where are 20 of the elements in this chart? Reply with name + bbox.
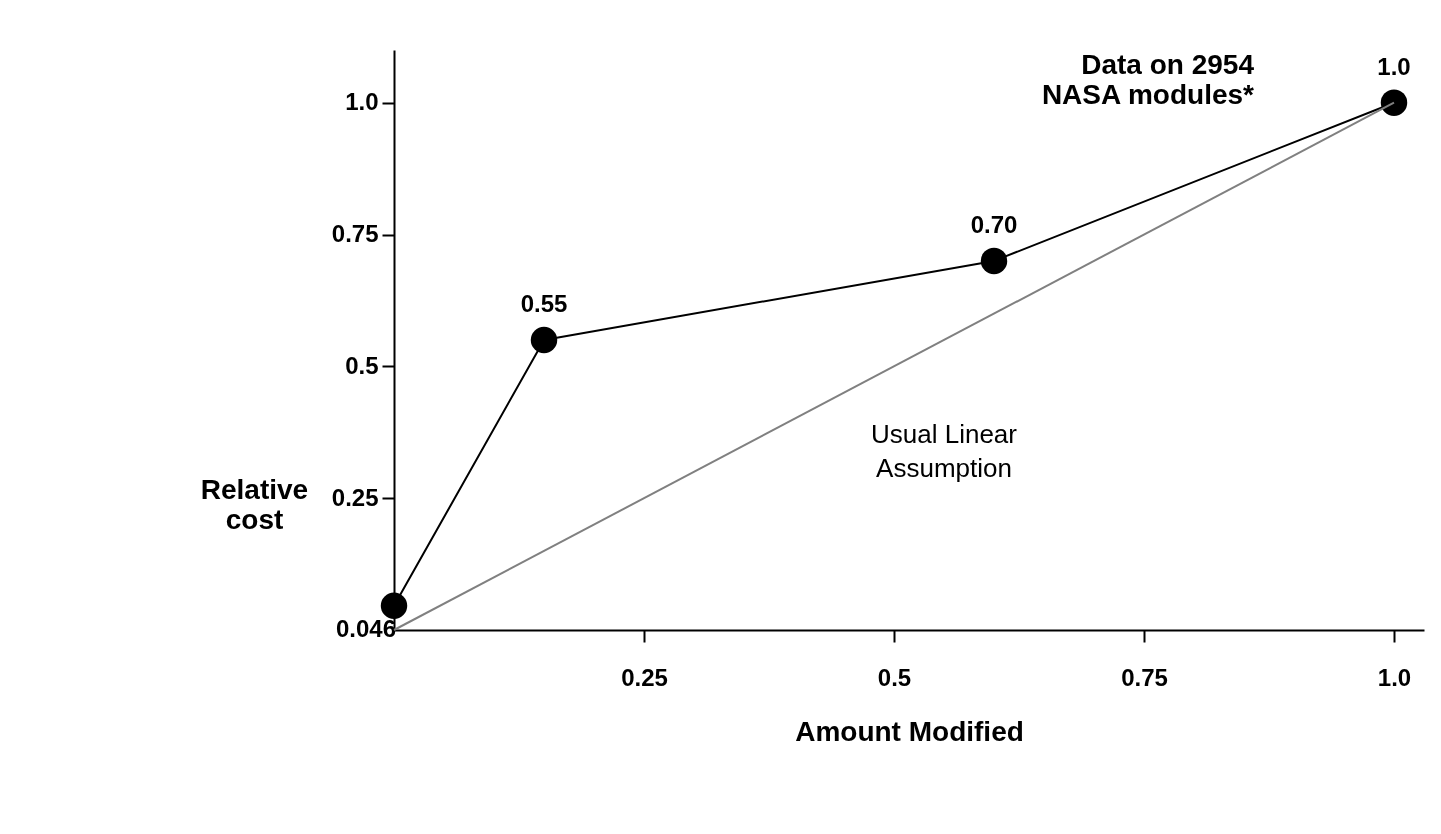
y-tick-label: 0.5 [345, 351, 379, 379]
point [530, 326, 558, 354]
x-axis-title: Amount Modified [795, 715, 1024, 747]
y-tick-label: 0.25 [331, 483, 379, 511]
x-tick-label: 0.75 [1121, 663, 1168, 691]
data-label: 0.55 [520, 290, 568, 317]
data-label: 0.70 [970, 210, 1018, 238]
point [1380, 89, 1408, 116]
y-tick-label: 1.0 [345, 88, 379, 116]
point [380, 592, 408, 619]
data-label: 0.046 [335, 614, 397, 642]
text: Data on 2954 NASA modules* [1041, 49, 1255, 110]
x-tick-label: 0.5 [877, 663, 912, 691]
point [980, 247, 1008, 275]
x-tick-label: 1.0 [1377, 663, 1412, 691]
data-label: 1.0 [1377, 52, 1411, 80]
x-tick-label: 0.25 [621, 663, 668, 691]
y-axis-title: Relative cost [200, 473, 309, 535]
series-label: Usual Linear Assumption [871, 418, 1018, 483]
y-tick-label: 0.75 [331, 220, 379, 248]
